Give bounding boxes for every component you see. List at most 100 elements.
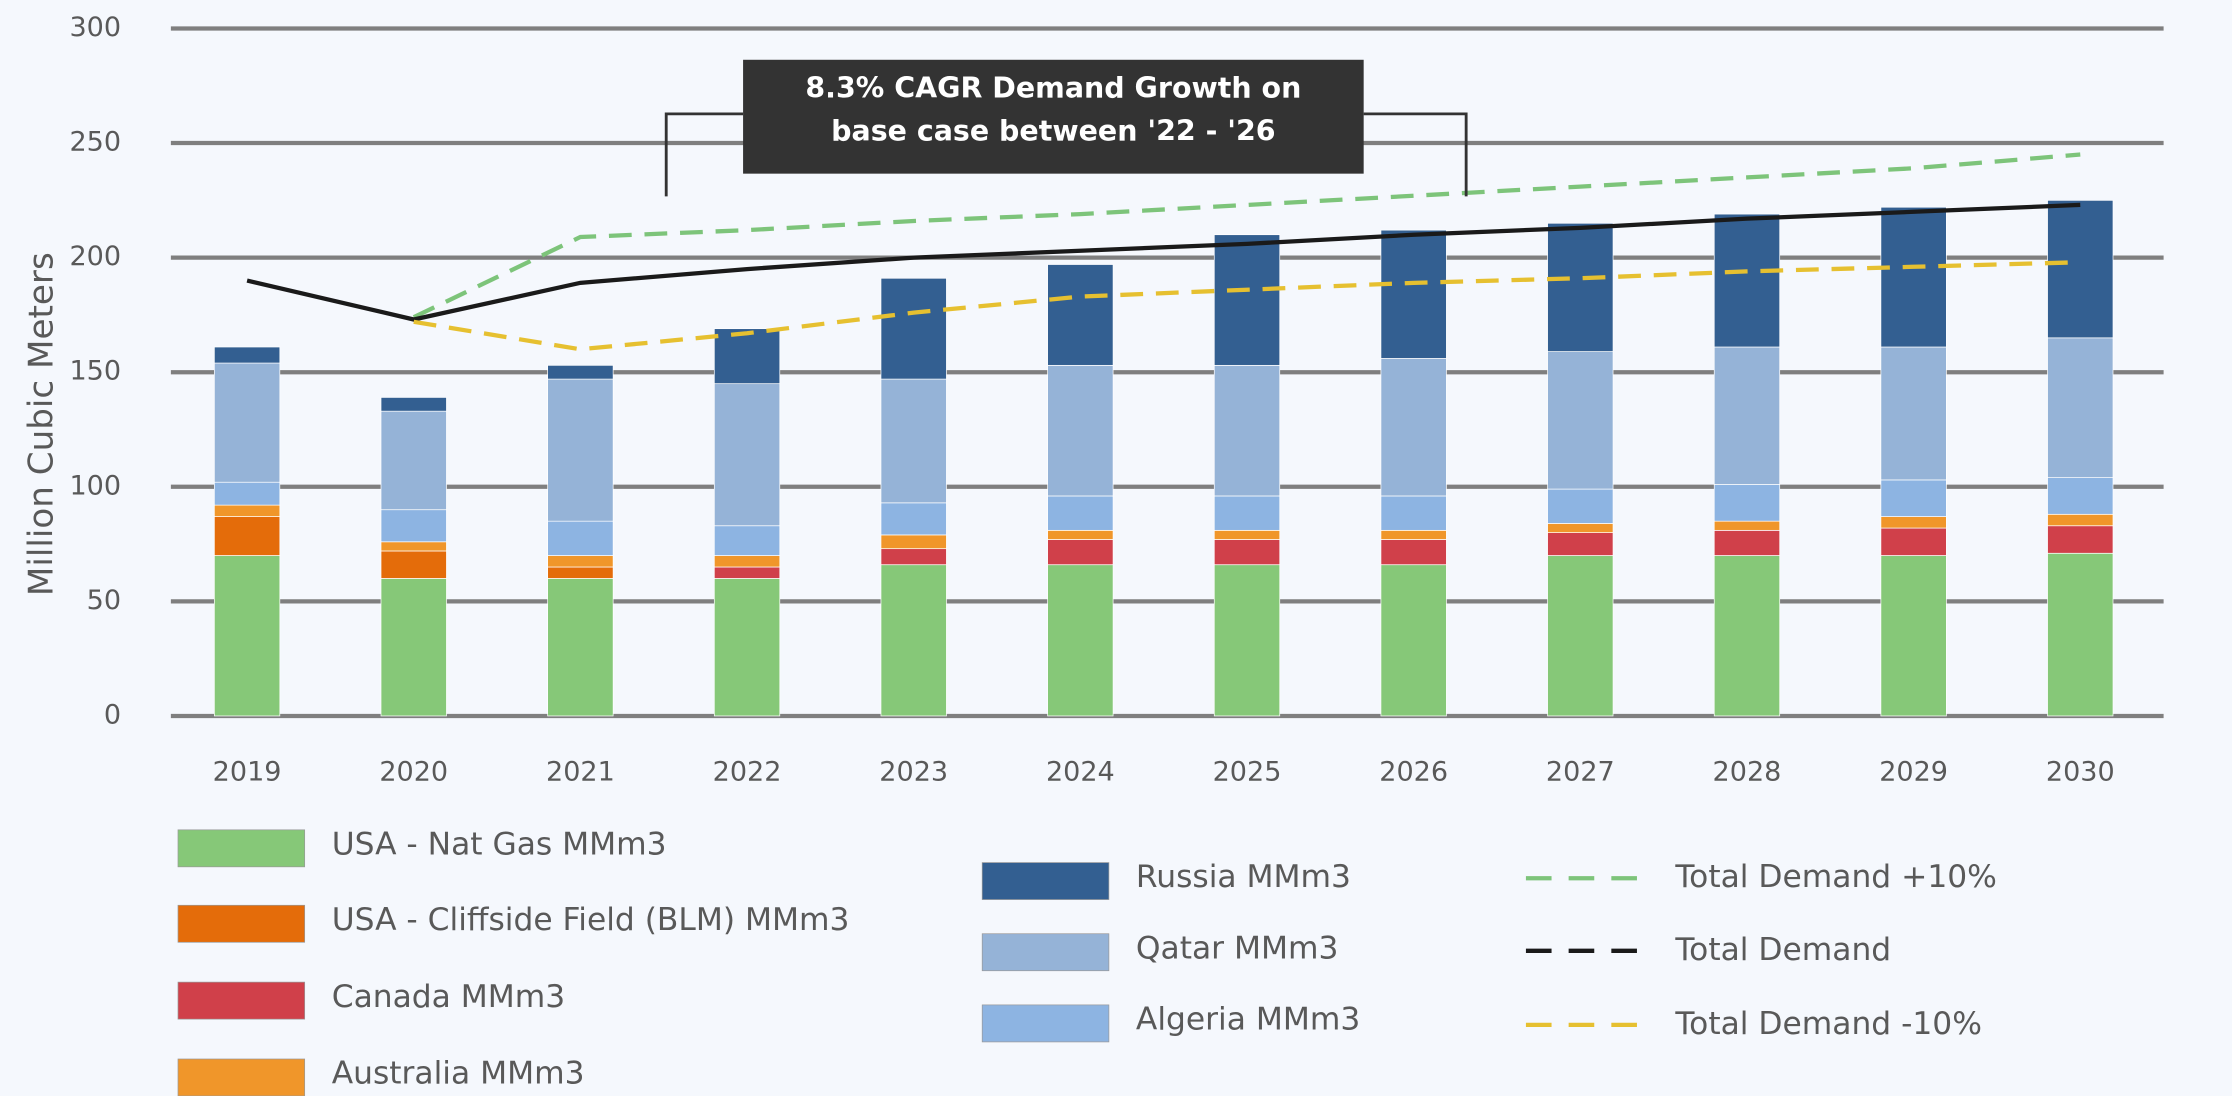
annotation-text: base case between '22 - '26 — [831, 114, 1275, 147]
y-tick-label: 150 — [69, 356, 121, 387]
x-tick-label: 2024 — [1046, 756, 1115, 787]
y-axis-label: Million Cubic Meters — [21, 252, 61, 596]
bar-segment — [713, 578, 781, 717]
line-series — [412, 152, 2081, 320]
bar-segment — [1380, 529, 1447, 540]
x-tick-label: 2025 — [1213, 756, 1282, 787]
bar-segment — [713, 555, 781, 568]
x-tick-label: 2023 — [879, 756, 948, 787]
legend-label: Algeria MMm3 — [1136, 1002, 1360, 1038]
bar-segment — [1380, 539, 1447, 566]
bar-segment — [547, 520, 614, 556]
bar-segment — [1713, 346, 1781, 485]
bar-segment — [380, 509, 447, 543]
legend-swatch — [981, 1004, 1110, 1043]
bar-segment — [1547, 222, 1614, 352]
y-tick-label: 200 — [69, 241, 121, 272]
bar-segment — [547, 364, 614, 380]
bar-segment — [1047, 495, 1114, 531]
bar-segment — [1380, 229, 1447, 359]
y-tick-label: 50 — [87, 585, 121, 616]
bar-segment — [880, 548, 947, 566]
legend-label: Russia MMm3 — [1136, 859, 1351, 895]
legend-swatch — [981, 933, 1110, 972]
x-tick-label: 2029 — [1879, 756, 1948, 787]
bar-segment — [1713, 529, 1781, 556]
bar-segment — [713, 525, 781, 556]
legend-label: Total Demand +10% — [1674, 859, 1997, 895]
bar-segment — [1713, 555, 1781, 717]
bar-segment — [1880, 346, 1947, 481]
bar-segment — [1213, 529, 1281, 540]
bracket — [664, 112, 744, 197]
annotation: 8.3% CAGR Demand Growth on base case bet… — [664, 59, 1468, 197]
bar-segment — [1380, 564, 1447, 717]
bar-segment — [1213, 364, 1281, 497]
bar-segment — [547, 555, 614, 568]
bar-segment — [713, 328, 781, 385]
bar-segment — [880, 378, 947, 504]
y-tick-label: 250 — [69, 127, 121, 158]
annotation-text: 8.3% CAGR Demand Growth on — [805, 72, 1301, 105]
bar-segment — [380, 550, 447, 579]
bar-segment — [1213, 234, 1281, 366]
x-tick-label: 2028 — [1713, 756, 1782, 787]
bar-segment — [1047, 264, 1114, 366]
bar-segment — [547, 378, 614, 522]
bar-segment — [1213, 539, 1281, 566]
x-tick-label: 2019 — [213, 756, 282, 787]
x-tick-label: 2026 — [1379, 756, 1448, 787]
bar-segment — [2047, 199, 2114, 339]
bracket — [1363, 112, 1468, 197]
y-tick-label: 0 — [104, 699, 121, 730]
legend-label: Australia MMm3 — [332, 1056, 585, 1092]
x-tick-label: 2022 — [713, 756, 782, 787]
legend-swatch — [177, 981, 306, 1020]
plot-area — [170, 26, 2164, 719]
bar-segment — [880, 534, 947, 550]
bar-segment — [713, 383, 781, 527]
bar-segment — [1547, 351, 1614, 490]
bar-segment — [380, 578, 447, 717]
bar-segment — [2047, 477, 2114, 515]
bar-segment — [1380, 495, 1447, 531]
bar-segment — [213, 555, 281, 717]
y-tick-label: 300 — [69, 12, 121, 43]
bar-segment — [213, 346, 281, 364]
bar-segment — [1713, 213, 1781, 348]
bar-segment — [547, 578, 614, 717]
bar-segment — [1213, 495, 1281, 531]
bar-segment — [213, 504, 281, 517]
bar-segment — [1880, 516, 1947, 529]
bar-segment — [713, 566, 781, 579]
bar-segment — [1047, 564, 1114, 717]
line-series — [246, 202, 2081, 322]
bar-segment — [213, 362, 281, 483]
legend-label: USA - Cliffside Field (BLM) MMm3 — [332, 902, 850, 938]
line-series — [413, 260, 2081, 352]
legend-label: Canada MMm3 — [332, 979, 565, 1015]
legend-swatch — [981, 862, 1110, 900]
legend-label: Total Demand -10% — [1674, 1006, 1982, 1042]
bar-segment — [1547, 532, 1614, 556]
bar-segment — [1047, 364, 1114, 497]
bar-segment — [1880, 555, 1947, 717]
bar-segment — [1547, 488, 1614, 524]
x-tick-label: 2020 — [379, 756, 448, 787]
bar-segment — [880, 564, 947, 717]
bar-segment — [2047, 513, 2114, 527]
bar-segment — [1880, 527, 1947, 556]
bar-segment — [213, 516, 281, 556]
annotation-box — [743, 59, 1364, 174]
bar-segment — [1547, 555, 1614, 717]
x-tick-label: 2021 — [546, 756, 615, 787]
legend-swatch — [177, 1058, 306, 1096]
x-tick-label: 2027 — [1546, 756, 1615, 787]
bar-segment — [380, 410, 447, 511]
bar-segment — [1713, 520, 1781, 531]
legend-label: Total Demand — [1674, 932, 1891, 968]
x-tick-label: 2030 — [2046, 756, 2115, 787]
legend-swatch — [177, 904, 306, 943]
bar-segment — [380, 541, 447, 552]
